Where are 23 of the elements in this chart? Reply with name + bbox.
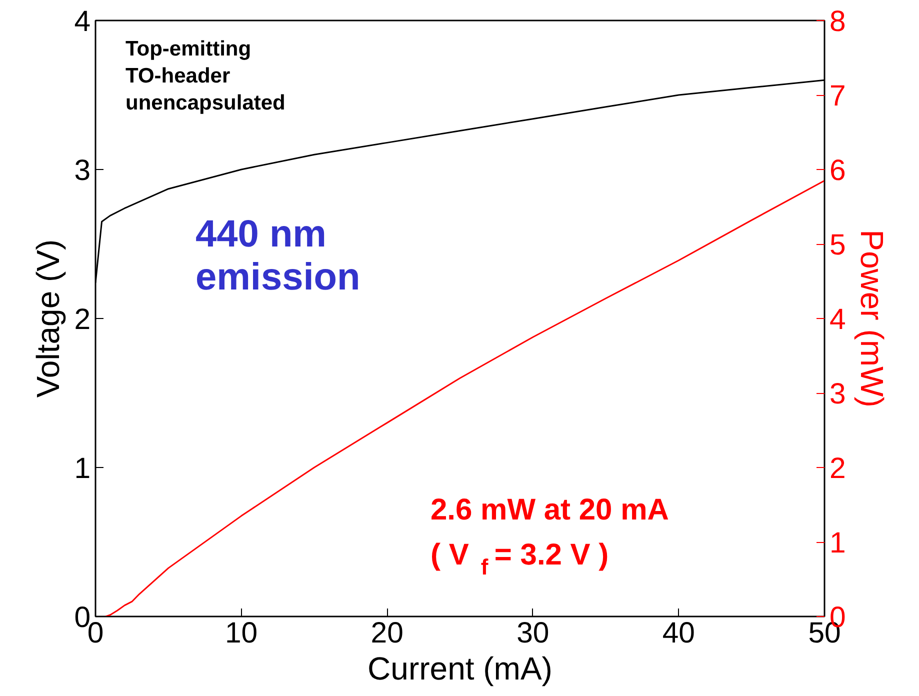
y2-tick-label: 5 xyxy=(830,228,846,262)
y-tick-label: 4 xyxy=(74,5,90,38)
x-tick-label: 10 xyxy=(224,616,258,650)
y2-axis-title: Power (mW) xyxy=(854,230,890,408)
y-tick-label: 2 xyxy=(74,303,90,336)
y-tick-label: 3 xyxy=(74,154,90,187)
y-axis-title: Voltage (V) xyxy=(30,239,66,398)
annotation: 2.6 mW at 20 mA xyxy=(430,494,669,526)
x-axis-title: Current (mA) xyxy=(368,650,552,686)
annotation: Top-emitting TO-header unencapsulated xyxy=(126,38,286,114)
y2-tick-label: 1 xyxy=(830,526,846,560)
y2-tick-label: 7 xyxy=(830,80,846,112)
y-tick-label: 1 xyxy=(74,452,90,485)
x-tick-label: 40 xyxy=(662,616,696,650)
line-series xyxy=(104,180,824,616)
x-tick-label: 20 xyxy=(370,616,404,650)
y2-tick-label: 2 xyxy=(830,452,846,485)
y2-tick-label: 3 xyxy=(830,378,846,410)
x-tick-label: 30 xyxy=(516,616,550,650)
annotation: 440 nm emission xyxy=(196,214,360,298)
y2-tick-label: 6 xyxy=(830,154,846,187)
y2-tick-label: 4 xyxy=(830,303,846,336)
y2-tick-label: 8 xyxy=(830,5,846,38)
